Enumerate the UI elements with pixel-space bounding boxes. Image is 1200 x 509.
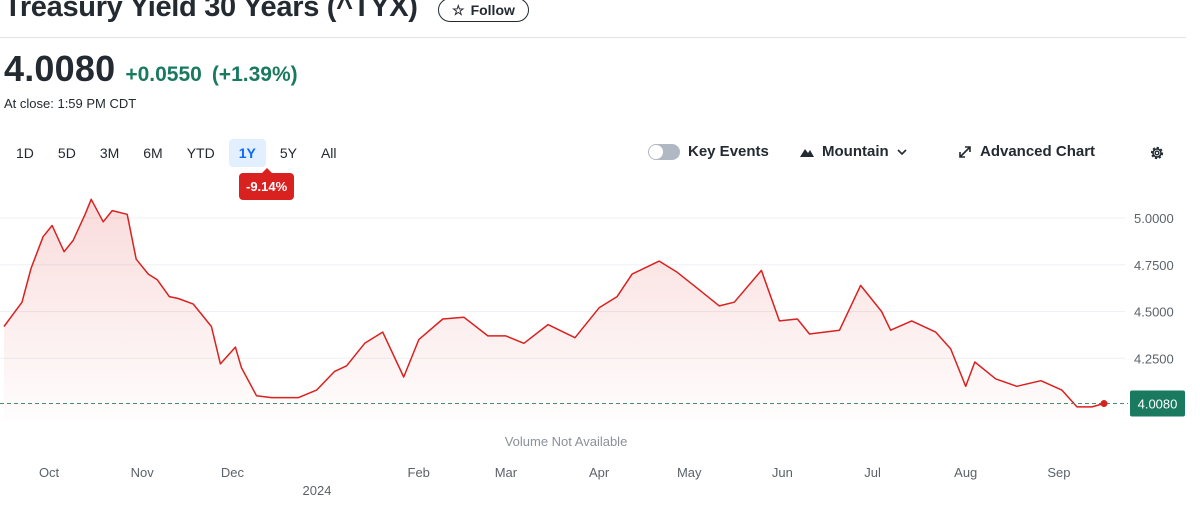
mountain-icon: [800, 148, 814, 157]
x-tick-label: Feb: [408, 465, 430, 480]
advanced-chart-label: Advanced Chart: [980, 143, 1096, 160]
y-tick-label: 5.0000: [1134, 211, 1174, 226]
page-title: Treasury Yield 30 Years (^TYX): [4, 0, 418, 23]
x-tick-label: Apr: [589, 465, 610, 480]
y-tick-label: 4.7500: [1134, 258, 1174, 273]
gear-icon: [1150, 146, 1164, 160]
price-change: +0.0550: [125, 63, 202, 86]
follow-button[interactable]: ☆ Follow: [438, 0, 529, 22]
key-events-toggle[interactable]: Key Events: [648, 143, 769, 160]
range-selector: 1D 5D 3M 6M YTD 1Y 5Y All: [6, 139, 347, 167]
price-line: [3, 198, 1105, 408]
chart-type-label: Mountain: [822, 143, 889, 160]
chart-type-dropdown[interactable]: Mountain: [800, 143, 907, 160]
last-price-label: 4.0080: [1138, 397, 1178, 412]
x-tick-label: Dec: [221, 465, 245, 480]
x-tick-label: Nov: [131, 465, 155, 480]
x-tick-label: Jun: [772, 465, 793, 480]
last-price-badge: [1130, 390, 1185, 417]
last-price-dot: [1100, 400, 1108, 408]
price-change-percent: (+1.39%): [211, 63, 298, 86]
y-tick-label: 4.5000: [1134, 305, 1174, 320]
expand-icon: [959, 145, 971, 158]
volume-note: Volume Not Available: [505, 434, 628, 449]
price-chart[interactable]: 5.0000 4.7500 4.5000 4.2500 4.0080 Volume Not…: [0, 190, 1200, 509]
range-ytd[interactable]: YTD: [177, 139, 225, 167]
y-tick-label: 4.2500: [1134, 351, 1174, 366]
star-outline-icon: ☆: [452, 1, 465, 18]
area-fill: [4, 199, 1104, 420]
range-5y[interactable]: 5Y: [270, 139, 307, 167]
range-6m[interactable]: 6M: [133, 139, 172, 167]
quote-summary: 4.0080 +0.0550 (+1.39%): [4, 48, 298, 90]
x-tick-label: Mar: [495, 465, 518, 480]
x-tick-label: Oct: [39, 465, 60, 480]
key-events-label: Key Events: [688, 143, 769, 160]
range-1d[interactable]: 1D: [6, 139, 44, 167]
chevron-down-icon: [897, 148, 907, 155]
performance-badge: -9.14%: [239, 168, 295, 200]
range-1y[interactable]: 1Y: [228, 139, 266, 167]
x-tick-label: Sep: [1047, 465, 1070, 480]
range-3m[interactable]: 3M: [90, 139, 129, 167]
close-time: At close: 1:59 PM CDT: [4, 96, 137, 111]
year-label: 2024: [303, 483, 332, 498]
current-price: 4.0080: [4, 48, 116, 89]
range-5d[interactable]: 5D: [48, 139, 86, 167]
settings-button[interactable]: [1148, 144, 1166, 167]
x-tick-label: May: [677, 465, 702, 480]
x-tick-label: Aug: [954, 465, 977, 480]
x-tick-label: Jul: [864, 465, 881, 480]
toggle-switch[interactable]: [648, 143, 680, 160]
range-all[interactable]: All: [311, 139, 347, 167]
follow-label: Follow: [470, 2, 515, 18]
advanced-chart-link[interactable]: Advanced Chart: [958, 143, 1095, 160]
quote-header: Treasury Yield 30 Years (^TYX) ☆ Follow: [0, 0, 1186, 38]
